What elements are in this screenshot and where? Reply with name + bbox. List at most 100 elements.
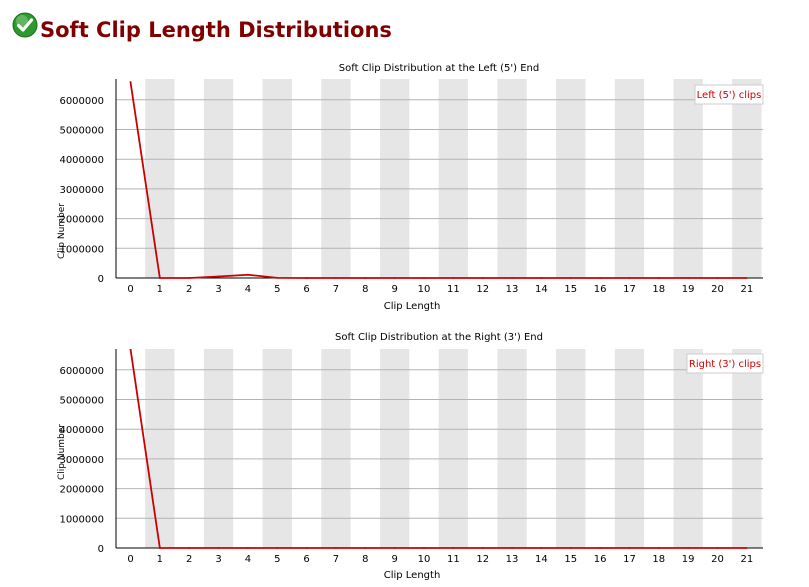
data-point	[599, 547, 601, 549]
y-tick-label: 5000000	[59, 395, 104, 406]
data-point	[687, 277, 690, 279]
left-clip-chart: 0 1000000 2000000 3000000 4000000 5000000 6000…	[57, 63, 764, 312]
x-tick-label: 15	[564, 554, 577, 565]
right-clip-chart-panel: 0 1000000 2000000 3000000 4000000 5000000 6000…	[0, 322, 809, 587]
chart-title: Soft Clip Distribution at the Left (5') …	[339, 63, 539, 74]
data-point	[423, 277, 425, 279]
data-point	[628, 547, 631, 549]
x-tick-label: 19	[682, 284, 695, 295]
x-tick-label: 20	[711, 284, 724, 295]
x-tick-label: 7	[333, 284, 339, 295]
data-point	[129, 81, 132, 83]
data-point	[247, 547, 249, 549]
data-point	[657, 277, 660, 279]
y-tick-label: 2000000	[59, 215, 104, 226]
x-tick-label: 16	[594, 284, 607, 295]
background-band	[673, 349, 703, 548]
chart-legend: Left (5') clips	[694, 84, 764, 105]
y-tick-label: 4000000	[59, 155, 104, 166]
x-tick-label: 0	[127, 554, 133, 565]
x-tick-label: 15	[564, 284, 577, 295]
background-band	[438, 79, 469, 278]
chart-series	[129, 81, 748, 279]
background-band	[614, 349, 645, 548]
x-tick-label: 14	[535, 284, 548, 295]
x-tick-label: 19	[682, 554, 695, 565]
x-tick-label: 8	[362, 284, 368, 295]
data-point	[511, 277, 513, 279]
x-tick-label: 4	[245, 284, 251, 295]
x-tick-label: 12	[476, 554, 489, 565]
x-tick-label: 20	[711, 554, 724, 565]
data-point	[305, 277, 308, 279]
x-tick-label: 17	[623, 284, 636, 295]
y-tick-label: 4000000	[59, 425, 104, 436]
y-tick-label: 6000000	[59, 366, 104, 377]
data-point	[540, 547, 543, 549]
background-band	[262, 79, 292, 278]
x-tick-label: 8	[362, 554, 368, 565]
background-band	[556, 79, 586, 278]
legend-box	[694, 84, 764, 105]
data-point	[335, 547, 337, 549]
x-tick-label: 3	[215, 284, 221, 295]
x-tick-label: 6	[303, 554, 309, 565]
y-tick-label: 0	[98, 544, 104, 555]
background-band	[379, 349, 410, 548]
background-band	[145, 79, 175, 278]
x-tick-label: 5	[274, 284, 280, 295]
x-tick-label: 21	[740, 554, 753, 565]
left-clip-chart-panel: 0 1000000 2000000 3000000 4000000 5000000 6000…	[0, 57, 809, 322]
data-point	[276, 547, 279, 549]
data-point	[217, 275, 220, 278]
data-point	[657, 547, 660, 549]
x-tick-label: 3	[215, 554, 221, 565]
x-tick-label: 2	[186, 284, 192, 295]
data-point	[569, 277, 572, 279]
y-tick-label: 5000000	[59, 125, 104, 136]
x-tick-label: 7	[333, 554, 339, 565]
background-band	[497, 349, 527, 548]
background-band	[438, 349, 469, 548]
legend-box	[686, 353, 764, 374]
right-clip-chart: 0 1000000 2000000 3000000 4000000 5000000 6000…	[57, 332, 764, 581]
data-point	[452, 547, 455, 549]
background-band	[556, 349, 586, 548]
y-tick-label: 3000000	[59, 185, 104, 196]
data-point	[158, 277, 161, 279]
data-point	[569, 547, 572, 549]
x-tick-label: 11	[447, 554, 460, 565]
background-band	[379, 79, 410, 278]
y-tick-labels: 0 1000000 2000000 3000000 4000000 5000000 6000…	[59, 96, 104, 285]
y-tick-label: 2000000	[59, 485, 104, 496]
x-tick-label: 10	[418, 554, 431, 565]
chart-legend: Right (3') clips	[686, 353, 764, 374]
chart-background-bands	[145, 349, 762, 548]
x-tick-label: 5	[274, 554, 280, 565]
x-tick-label: 18	[652, 554, 665, 565]
data-point	[716, 277, 719, 279]
background-band	[732, 349, 762, 548]
data-point	[452, 277, 455, 279]
data-point	[158, 547, 161, 549]
data-point	[393, 277, 396, 279]
series-line	[129, 81, 747, 279]
background-band	[145, 349, 175, 548]
data-point	[716, 547, 719, 549]
data-point	[687, 547, 690, 549]
y-tick-label: 3000000	[59, 455, 104, 466]
x-axis-label: Clip Length	[384, 301, 441, 312]
data-point	[188, 547, 191, 549]
x-tick-label: 4	[245, 554, 251, 565]
background-band	[203, 79, 234, 278]
check-icon	[12, 12, 38, 38]
x-tick-labels: 0 1 2 3 4 5 6 7 8 9 10 11 12 13 14 15 16 17 18 19 20 21	[127, 284, 753, 295]
background-band	[203, 349, 234, 548]
chart-gridlines	[116, 99, 763, 249]
legend-entry: Right (3') clips	[689, 359, 761, 370]
data-point	[540, 277, 543, 279]
data-point	[745, 277, 748, 279]
x-tick-label: 16	[594, 554, 607, 565]
background-band	[321, 79, 351, 278]
background-band	[732, 79, 762, 278]
